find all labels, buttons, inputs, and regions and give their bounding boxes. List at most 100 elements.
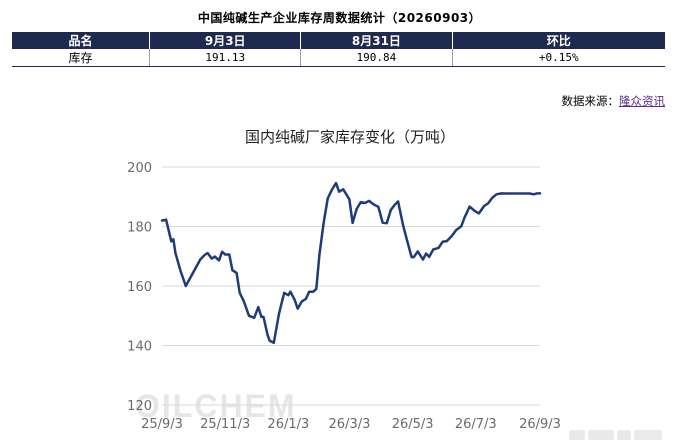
data-point-48: [348, 198, 351, 201]
data-point-87: [514, 192, 517, 195]
data-point-34: [293, 298, 296, 301]
data-point-15: [221, 250, 224, 253]
column-header-current-date: 9月3日: [149, 32, 302, 49]
data-point-83: [495, 193, 498, 196]
data-point-64: [412, 256, 415, 259]
data-point-91: [532, 193, 535, 196]
data-point-14: [218, 259, 220, 262]
data-point-4: [172, 238, 175, 241]
column-header-product: 品名: [12, 32, 151, 49]
column-header-previous-date: 8月31日: [300, 32, 453, 49]
data-point-25: [260, 315, 263, 318]
data-point-72: [445, 240, 448, 243]
data-point-80: [483, 205, 486, 207]
data-point-18: [231, 269, 234, 272]
data-point-44: [330, 188, 333, 191]
data-point-93: [539, 192, 541, 195]
data-point-77: [468, 205, 471, 208]
data-point-11: [206, 252, 209, 254]
data-point-21: [242, 300, 245, 303]
data-point-39: [312, 290, 315, 293]
data-point-67: [425, 252, 428, 255]
chart-series: [160, 181, 542, 345]
y-tick-label-140: 140: [127, 340, 152, 355]
data-point-38: [308, 290, 311, 293]
data-point-58: [389, 208, 392, 211]
data-point-13: [213, 255, 216, 258]
data-point-84: [500, 192, 503, 195]
watermark-text: OILCHEM: [135, 388, 297, 424]
data-point-70: [437, 246, 440, 249]
cell-current-value: 191.13: [149, 49, 302, 67]
data-source: 数据来源：隆众资讯: [562, 93, 666, 109]
table-row: 库存 191.13 190.84 +0.15%: [12, 49, 665, 67]
data-point-56: [381, 221, 384, 224]
data-point-47: [342, 188, 345, 191]
data-point-10: [203, 254, 206, 257]
y-tick-label-200: 200: [127, 161, 152, 176]
data-point-55: [377, 205, 380, 208]
data-point-59: [394, 203, 396, 206]
data-point-50: [355, 207, 358, 210]
cell-product: 库存: [12, 49, 151, 67]
data-point-53: [368, 199, 371, 202]
data-point-19: [235, 271, 238, 274]
data-point-62: [406, 240, 409, 243]
data-point-36: [300, 300, 303, 303]
data-point-1: [161, 219, 163, 222]
inventory-stats-table: 品名 9月3日 8月31日 环比 库存 191.13 190.84 +0.15%: [12, 32, 665, 67]
x-tick-label-4: 26/3/3: [329, 417, 371, 432]
x-tick-label-6: 26/7/3: [455, 417, 497, 432]
data-point-75: [460, 225, 463, 228]
cell-change: +0.15%: [452, 49, 665, 67]
x-tick-label-5: 26/5/3: [392, 417, 434, 432]
corner-watermark-icon: [569, 424, 665, 440]
x-tick-label-7: 26/9/3: [519, 417, 561, 432]
data-point-46: [338, 190, 341, 193]
data-point-6: [179, 270, 182, 273]
data-point-89: [523, 192, 526, 195]
data-point-78: [473, 210, 476, 212]
data-point-41: [318, 253, 321, 256]
data-point-65: [416, 250, 419, 253]
data-point-28: [268, 339, 271, 342]
y-axis-tick-labels: 120 140 160 180 200: [127, 161, 152, 414]
column-header-change: 环比: [452, 32, 665, 49]
data-source-link[interactable]: 隆众资讯: [619, 94, 665, 108]
y-tick-label-180: 180: [127, 221, 152, 236]
data-point-57: [385, 222, 388, 225]
data-point-52: [364, 202, 366, 204]
data-point-16: [224, 253, 227, 256]
data-point-71: [441, 240, 444, 243]
data-point-30: [278, 312, 280, 315]
data-source-label: 数据来源：: [561, 94, 620, 108]
chart-title: 国内纯碱厂家库存变化（万吨）: [245, 128, 455, 146]
data-point-43: [326, 197, 329, 200]
data-point-79: [477, 212, 480, 215]
y-tick-label-160: 160: [127, 280, 152, 295]
data-point-23: [253, 316, 256, 319]
data-point-33: [289, 290, 292, 293]
data-point-66: [422, 258, 424, 261]
data-point-26: [262, 315, 265, 318]
data-point-45: [335, 182, 337, 185]
data-point-81: [487, 202, 490, 205]
table-header-row: 品名 9月3日 8月31日 环比: [12, 32, 665, 49]
data-point-8: [192, 271, 195, 274]
data-point-88: [519, 192, 522, 195]
data-point-51: [359, 201, 362, 204]
data-point-5: [174, 252, 177, 255]
data-point-27: [266, 334, 269, 337]
x-tick-label-3: 26/1/3: [267, 417, 309, 432]
data-point-85: [505, 192, 508, 195]
data-point-69: [432, 248, 435, 251]
cell-previous-value: 190.84: [300, 49, 453, 67]
data-point-61: [402, 225, 405, 228]
data-point-90: [528, 192, 531, 195]
data-point-68: [428, 255, 431, 258]
data-point-32: [287, 294, 290, 297]
x-tick-label-2: 25/11/3: [200, 417, 250, 432]
x-axis-tick-labels: 25/9/3 25/11/3 26/1/3 26/3/3 26/5/3 26/7/3 26/…: [141, 417, 561, 432]
data-point-76: [463, 216, 466, 219]
